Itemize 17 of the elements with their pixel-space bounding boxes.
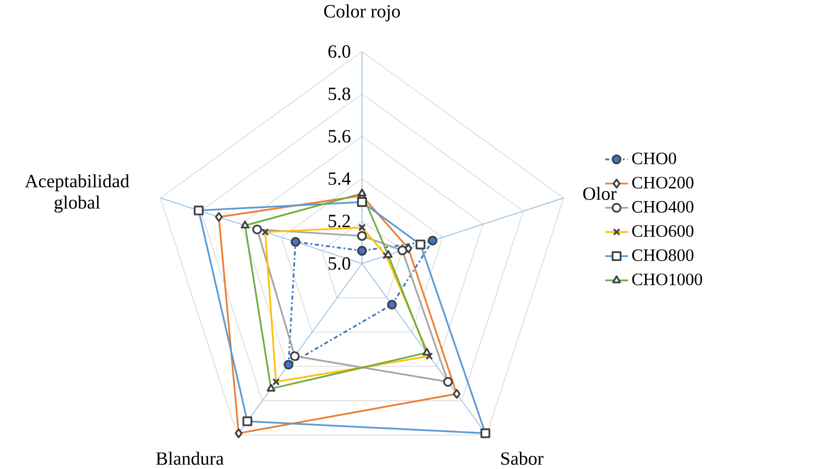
spoke-label: Color rojo	[324, 4, 400, 22]
spoke-label: Blandura	[156, 452, 224, 465]
legend-label: CHO400	[632, 200, 694, 213]
legend-label: CHO1000	[632, 273, 702, 286]
legend-label: CHO800	[632, 249, 694, 261]
legend-label: CHO200	[632, 176, 694, 188]
y-tick-label: 5.6	[328, 130, 350, 142]
legend-label: CHO0	[632, 152, 676, 164]
spoke-label: Aceptabilidad global	[24, 174, 130, 212]
y-tick-label: 5.4	[328, 172, 351, 185]
legend-label: CHO600	[632, 225, 694, 237]
y-tick-label: 5.2	[328, 214, 350, 228]
y-tick-label: 6.0	[328, 45, 350, 58]
spoke-label: Sabor	[501, 452, 544, 465]
spoke-label: Olor	[583, 186, 617, 200]
y-tick-label: 5.8	[328, 87, 350, 100]
y-tick-label: 5.0	[328, 257, 350, 270]
